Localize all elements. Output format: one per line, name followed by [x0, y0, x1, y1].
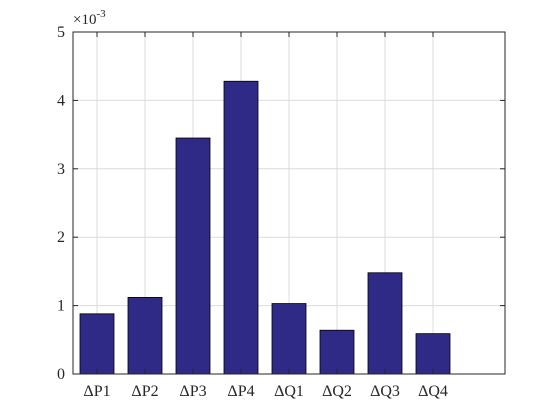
y-tick-label: 1	[57, 298, 65, 315]
grid-layer	[73, 32, 505, 374]
bars-layer	[79, 80, 451, 375]
y-axis-exponent-label: ×10-3	[73, 8, 106, 28]
bar-5	[271, 303, 307, 375]
bar-2	[127, 296, 163, 375]
x-tick-label: ΔP4	[227, 383, 254, 400]
bar-1	[79, 313, 115, 375]
y-tick-label: 0	[57, 366, 65, 383]
x-tick-label: ΔP2	[131, 383, 158, 400]
y-tick-label: 5	[57, 24, 65, 41]
bar-3	[175, 137, 211, 375]
y-tick-label: 3	[57, 161, 65, 178]
bar-6	[319, 329, 355, 375]
y-tick-label: 2	[57, 229, 65, 246]
y-axis-exponent-power: -3	[96, 8, 106, 20]
x-tick-labels: ΔP1 ΔP2 ΔP3 ΔP4 ΔQ1 ΔQ2 ΔQ3 ΔQ4	[83, 383, 448, 400]
x-tick-label: ΔQ4	[418, 383, 448, 400]
x-tick-label: ΔQ1	[274, 383, 304, 400]
x-tick-label: ΔQ2	[322, 383, 352, 400]
bar-8	[415, 333, 451, 375]
x-tick-label: ΔP3	[179, 383, 206, 400]
ticks-layer	[73, 31, 505, 375]
bar-7	[367, 272, 403, 375]
y-tick-label: 4	[57, 92, 65, 109]
y-tick-labels: 0 1 2 3 4 5	[57, 24, 65, 383]
y-axis-exponent-base: ×10	[73, 12, 96, 28]
x-tick-label: ΔQ3	[370, 383, 400, 400]
bar-4	[223, 80, 259, 375]
x-tick-label: ΔP1	[83, 383, 110, 400]
